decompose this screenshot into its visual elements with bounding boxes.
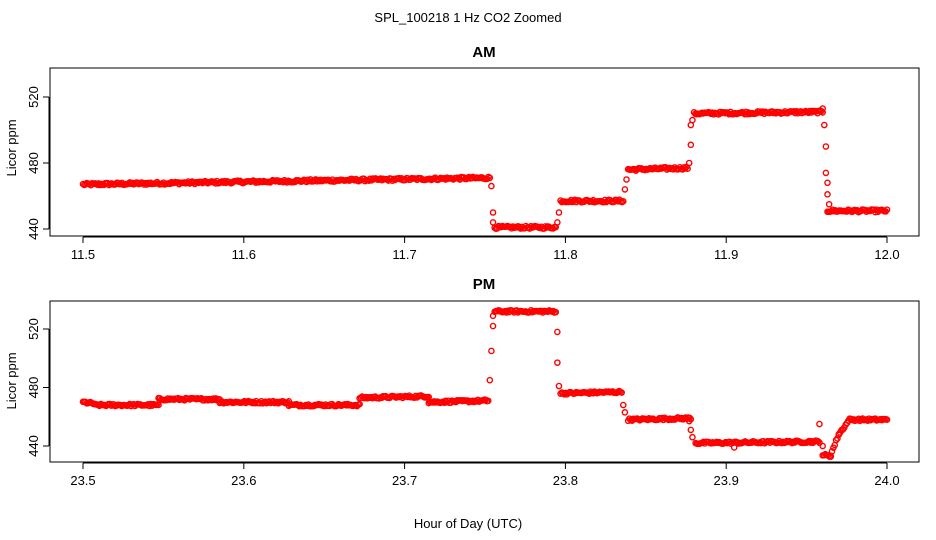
panel-pm-marks — [79, 307, 891, 460]
panel-am-title: AM — [472, 44, 495, 61]
data-point — [883, 206, 891, 213]
transition-point — [619, 401, 627, 409]
transition-point — [816, 420, 823, 428]
panel-pm-y-axis: 440 480 520 — [26, 318, 50, 457]
transition-point — [555, 382, 563, 390]
data-point — [614, 388, 622, 396]
data-point — [814, 438, 822, 445]
transition-point — [824, 179, 831, 187]
transition-point — [822, 169, 830, 177]
data-point — [155, 401, 162, 409]
x-tick-label: 11.9 — [714, 247, 738, 262]
transition-point — [687, 426, 695, 434]
panel-pm-x-axis: 23.5 23.6 23.7 23.8 23.9 24.0 — [70, 462, 900, 488]
panel-am-x-axis: 11.5 11.6 11.7 11.8 11.9 12.0 — [71, 236, 900, 262]
transition-point — [822, 143, 830, 150]
transition-point — [824, 191, 831, 198]
x-tick-label: 11.7 — [392, 247, 416, 262]
data-point — [680, 164, 688, 171]
transition-point — [489, 312, 497, 320]
transition-point — [825, 200, 833, 208]
transition-point — [819, 105, 826, 112]
y-tick-label: 520 — [26, 318, 41, 340]
transition-point — [488, 182, 495, 190]
transition-point — [685, 159, 693, 167]
data-point — [819, 109, 826, 116]
transition-point — [486, 376, 494, 384]
data-point — [684, 165, 691, 172]
data-point — [618, 389, 625, 396]
data-point — [552, 308, 560, 316]
y-tick-label: 440 — [26, 218, 41, 240]
data-point — [828, 447, 836, 455]
x-tick-label: 24.0 — [874, 473, 899, 488]
data-point — [561, 391, 568, 398]
transition-point — [621, 186, 629, 193]
panel-am-marks — [79, 105, 891, 232]
transition-point — [488, 347, 495, 355]
transition-point — [489, 322, 497, 330]
transition-point — [623, 176, 630, 183]
figure-title: SPL_100218 1 Hz CO2 Zoomed — [374, 10, 561, 25]
panel-am-y-axis: 440 480 520 — [26, 86, 50, 240]
x-tick-label: 23.6 — [231, 473, 256, 488]
x-tick-label: 23.8 — [553, 473, 578, 488]
data-point — [883, 416, 891, 424]
y-tick-label: 520 — [26, 86, 41, 108]
transition-point — [819, 442, 826, 450]
panel-pm: PM Licor ppm 23.5 23.6 23.7 23.8 23.9 24.0 44… — [4, 276, 920, 488]
transition-point — [689, 116, 696, 124]
x-tick-label: 23.7 — [392, 473, 417, 488]
transition-point — [621, 409, 629, 416]
transition-point — [489, 209, 497, 216]
x-tick-label: 12.0 — [874, 247, 899, 262]
transition-point — [554, 359, 561, 366]
panel-am-plot-box — [49, 67, 920, 237]
x-tick-label: 23.5 — [70, 473, 95, 488]
transition-point — [555, 209, 563, 216]
transition-point — [687, 141, 695, 149]
transition-point — [554, 328, 561, 336]
x-tick-label: 11.6 — [232, 247, 256, 262]
panel-pm-plot-box — [49, 300, 920, 463]
transition-point — [489, 219, 497, 226]
panel-am: AM Licor ppm 11.5 11.6 11.7 11.8 11.9 12.0 44… — [4, 44, 920, 262]
y-tick-label: 440 — [26, 435, 41, 457]
y-tick-label: 480 — [26, 377, 41, 399]
figure-xlabel: Hour of Day (UTC) — [414, 516, 522, 531]
transition-point — [820, 121, 828, 129]
x-tick-label: 11.5 — [71, 247, 95, 262]
x-tick-label: 23.9 — [714, 473, 739, 488]
transition-point — [730, 444, 738, 451]
data-point — [106, 400, 114, 408]
data-point — [484, 397, 492, 405]
data-point — [686, 414, 693, 422]
data-point — [486, 174, 494, 182]
panel-am-ylabel: Licor ppm — [4, 119, 19, 176]
transition-point — [554, 219, 561, 226]
transition-point — [685, 417, 693, 425]
panel-pm-ylabel: Licor ppm — [4, 352, 19, 409]
x-tick-label: 11.8 — [553, 247, 577, 262]
data-point — [619, 198, 627, 205]
panel-pm-title: PM — [473, 276, 496, 293]
transition-point — [689, 433, 696, 441]
y-tick-label: 480 — [26, 152, 41, 174]
